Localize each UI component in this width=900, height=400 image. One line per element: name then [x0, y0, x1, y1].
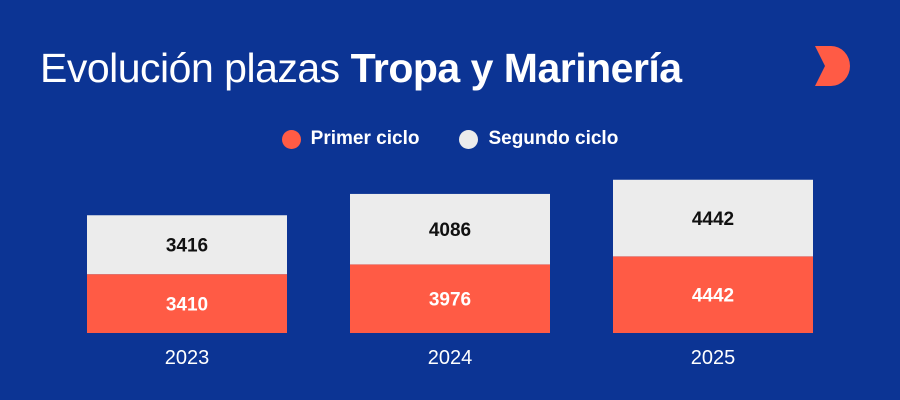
x-tick-label-2023: 2023 — [165, 347, 210, 369]
legend-swatch-primer-ciclo — [281, 129, 301, 149]
title-regular: Evolución plazas — [40, 45, 340, 91]
data-label-primer-ciclo-2025: 4442 — [692, 286, 734, 307]
bar-segundo-ciclo-2023 — [87, 215, 287, 275]
x-tick-label-2024: 2024 — [428, 347, 473, 369]
legend: Primer ciclo Segundo ciclo — [0, 128, 900, 150]
legend-swatch-segundo-ciclo — [459, 129, 479, 149]
legend-label-primer-ciclo: Primer ciclo — [310, 128, 420, 149]
title-bold: Tropa y Marinería — [350, 45, 683, 91]
d-logo-icon — [815, 46, 850, 86]
data-label-segundo-ciclo-2024: 4086 — [429, 220, 471, 241]
legend-item-segundo-ciclo: Segundo ciclo — [459, 128, 618, 150]
data-label-primer-ciclo-2024: 3976 — [429, 290, 471, 311]
bar-segundo-ciclo-2025 — [613, 179, 813, 257]
data-label-segundo-ciclo-2025: 4442 — [692, 209, 734, 230]
bar-primer-ciclo-2024 — [350, 264, 550, 333]
bar-segundo-ciclo-2024 — [350, 193, 550, 265]
legend-label-segundo-ciclo: Segundo ciclo — [488, 128, 619, 149]
bar-primer-ciclo-2023 — [87, 274, 287, 333]
data-label-primer-ciclo-2023: 3410 — [166, 295, 208, 316]
x-tick-label-2025: 2025 — [691, 347, 736, 369]
bar-primer-ciclo-2025 — [613, 256, 813, 333]
legend-item-primer-ciclo: Primer ciclo — [281, 128, 420, 150]
chart-title: Evolución plazas Tropa y Marinería — [40, 40, 682, 96]
data-label-segundo-ciclo-2023: 3416 — [166, 236, 208, 257]
